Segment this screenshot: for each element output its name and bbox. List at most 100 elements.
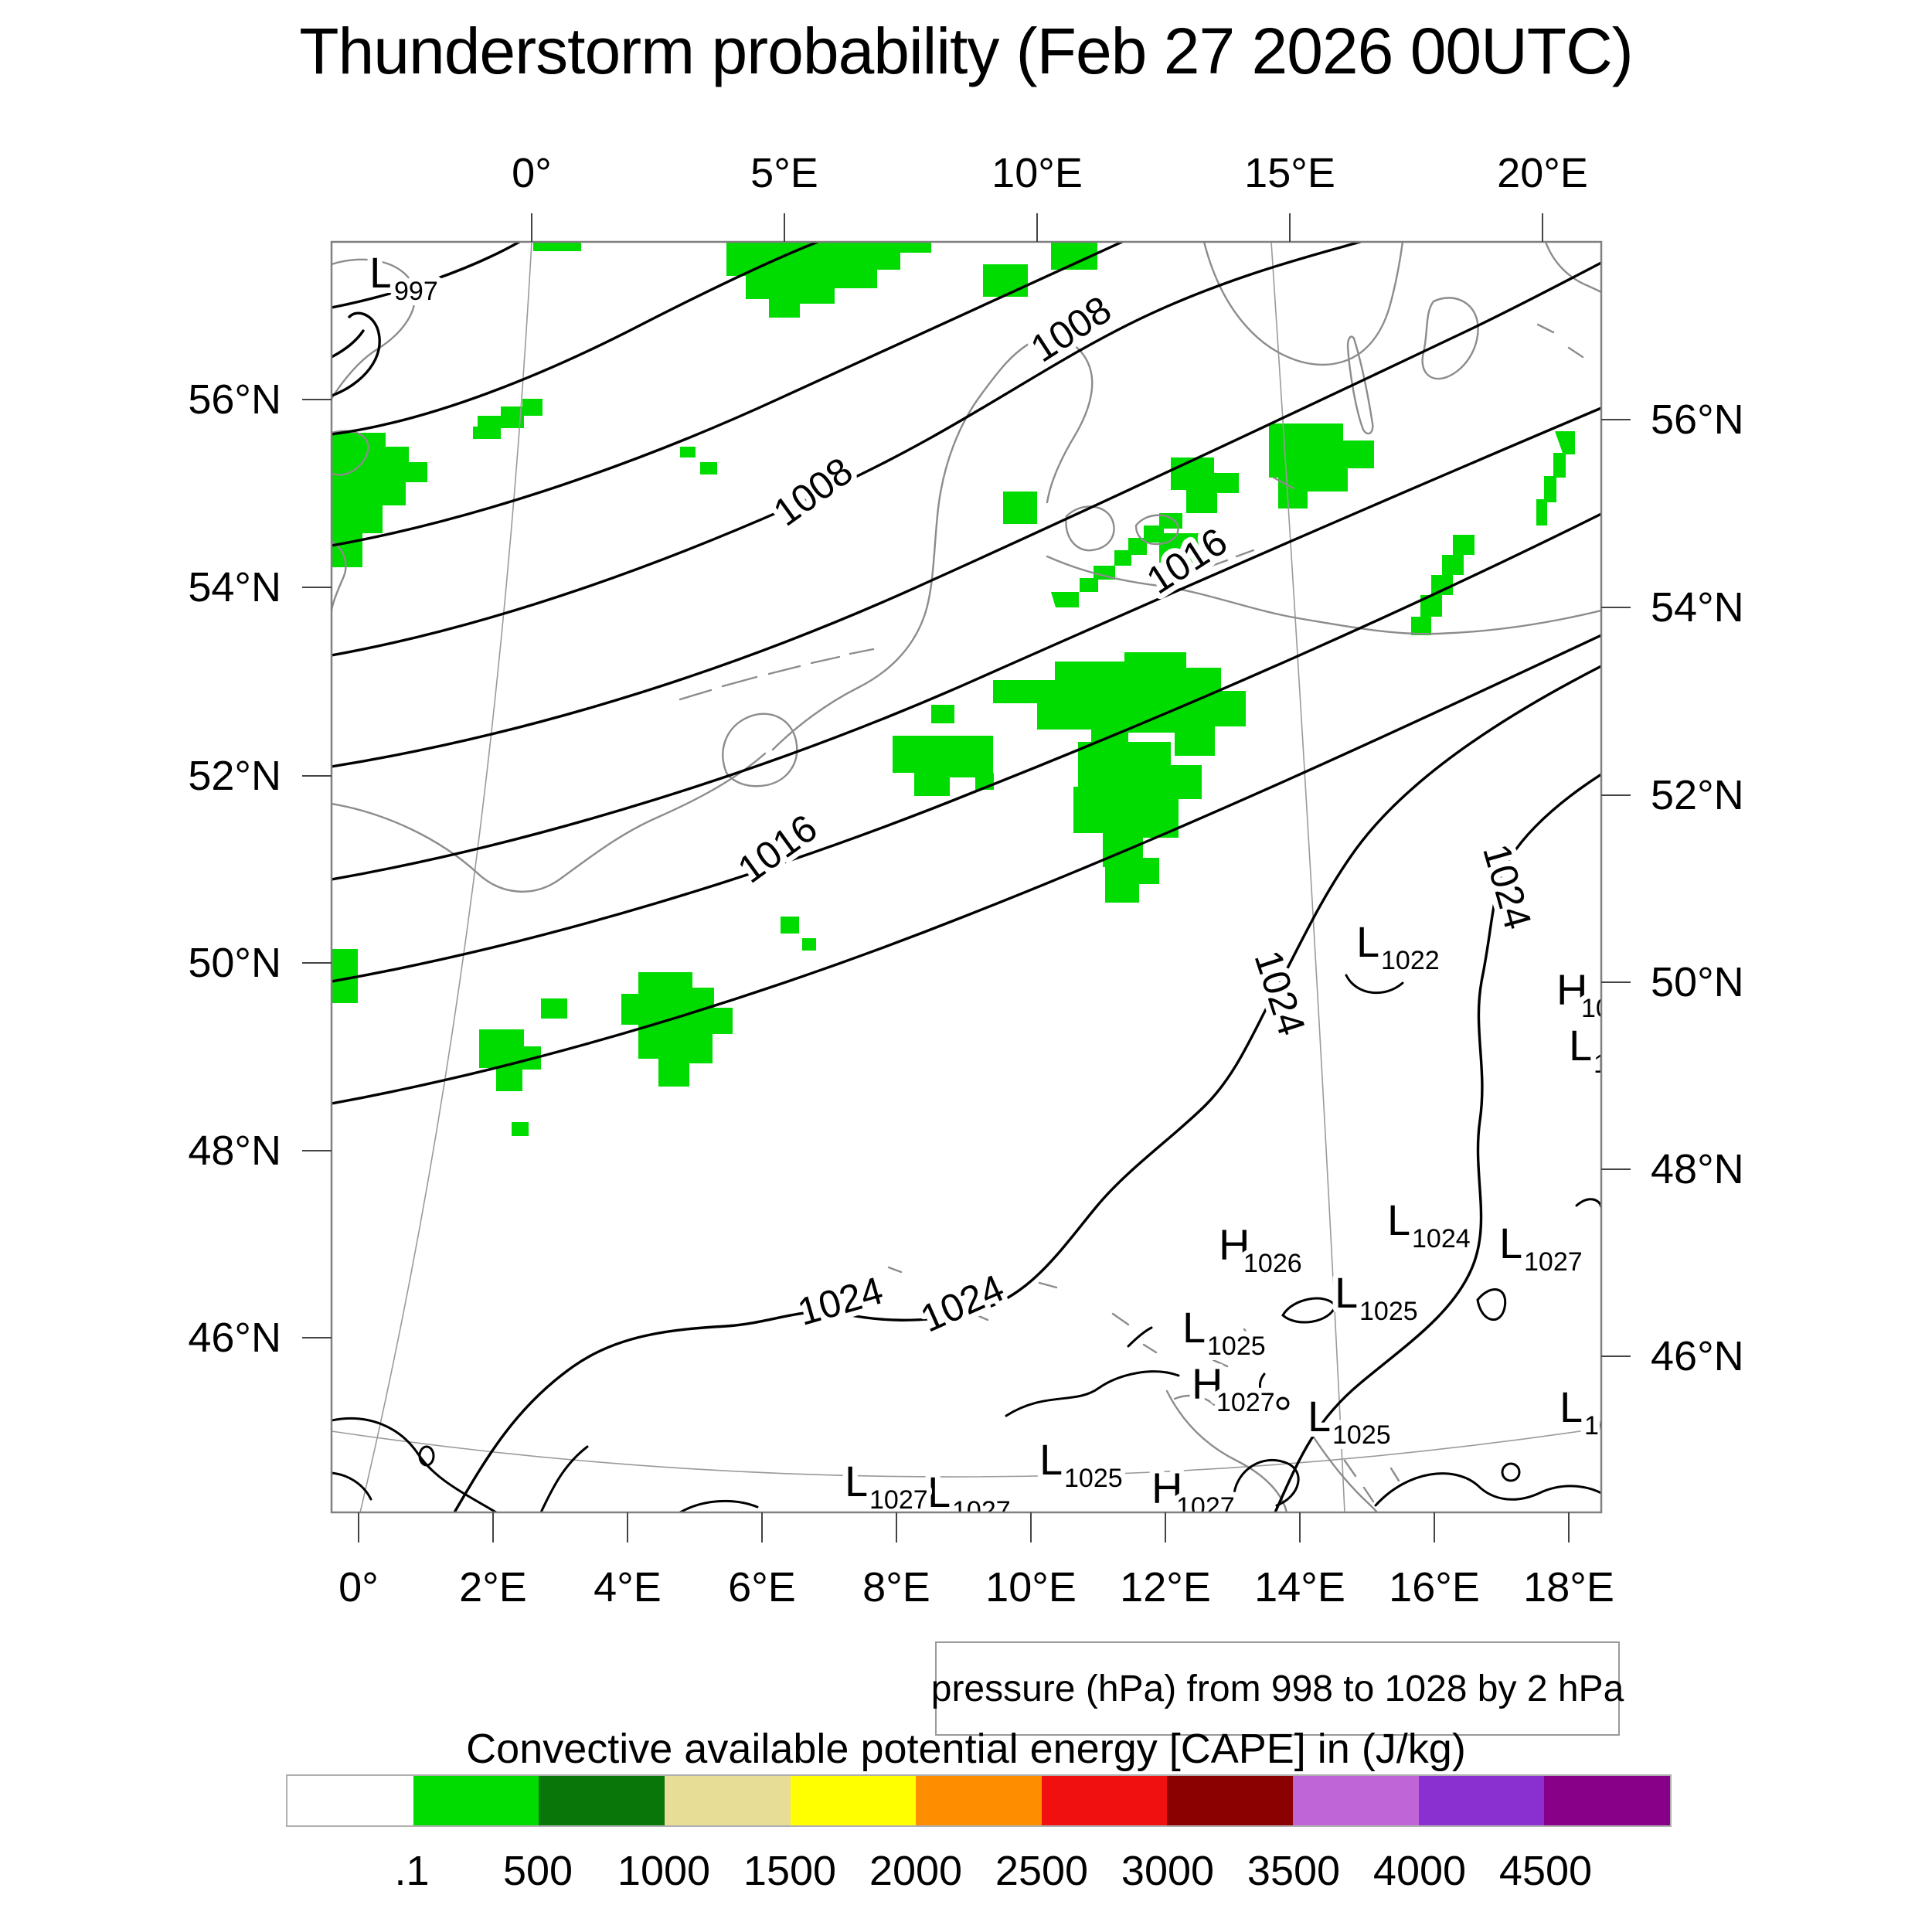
pressure-caption-box: pressure (hPa) from 998 to 1028 by 2 hPa: [931, 1641, 1624, 1736]
pressure-caption-text: pressure (hPa) from 998 to 1028 by 2 hPa: [930, 1668, 1624, 1709]
meridian-0E: [359, 242, 532, 1512]
pressure-extremum-letter: H: [1192, 1359, 1223, 1408]
cape-scale-label: 2500: [995, 1848, 1089, 1894]
tick-label: 46°N: [188, 1315, 281, 1361]
isobar-value-label: 1024: [1475, 839, 1539, 934]
cape-colorbar-labels: .1 500 1000 1500 2000 2500 3000 3500 4000 4500: [286, 1847, 1672, 1894]
pressure-extremum-letter: L: [1499, 1219, 1523, 1267]
tick-label: 52°N: [188, 753, 281, 799]
pressure-extremum-value: 1025: [1064, 1464, 1123, 1493]
tick-label: 10°E: [985, 1564, 1077, 1611]
cape-scale-label: 500: [502, 1848, 573, 1894]
isobar-value-label: 1008: [1023, 287, 1119, 371]
cape-scale-label: 1500: [743, 1848, 837, 1894]
axis-left: 56°N 54°N 52°N 50°N 48°N 46°N: [188, 376, 281, 1361]
cape-color-cell-2: [539, 1776, 665, 1825]
cape-scale-label: .1: [394, 1848, 430, 1894]
axis-top: 0° 5°E 10°E 15°E 20°E: [512, 150, 1588, 196]
cape-color-cell-7: [1167, 1776, 1294, 1825]
pressure-extremum-value: 1025: [1207, 1332, 1266, 1361]
pressure-extremum-letter: L: [1182, 1303, 1206, 1352]
pressure-extremum-value: 1026: [1243, 1249, 1302, 1278]
cape-colorbar: [286, 1774, 1672, 1827]
tick-label: 6°E: [728, 1564, 796, 1611]
cape-scale-label: 4500: [1498, 1848, 1593, 1894]
cape-scale-label: 4000: [1372, 1848, 1467, 1894]
tick-label: 5°E: [750, 150, 818, 196]
cape-color-cell-4: [790, 1776, 917, 1825]
pressure-extremum-letter: L: [927, 1468, 951, 1516]
axis-right: 56°N 54°N 52°N 50°N 48°N 46°N: [1651, 396, 1744, 1379]
pressure-extremum-value: 1022: [1381, 946, 1440, 975]
tick-label: 50°N: [188, 940, 281, 986]
tick-label: 16°E: [1389, 1564, 1480, 1611]
tick-label: 54°N: [1651, 584, 1744, 631]
pressure-extremum-value: 997: [394, 277, 438, 306]
pressure-extremum-letter: L: [1356, 917, 1380, 966]
parallel-45N: [332, 1427, 1601, 1478]
tick-label: 48°N: [1651, 1146, 1744, 1192]
pressure-extremum-letter: H: [1556, 965, 1587, 1014]
pressure-extremum-value: 1027: [1216, 1388, 1275, 1417]
tick-label: 2°E: [459, 1564, 527, 1611]
pressure-extremum-letter: L: [1308, 1392, 1332, 1440]
tick-label: 4°E: [594, 1564, 662, 1611]
pressure-extremum-value: 1027: [869, 1485, 928, 1515]
pressure-extremum-value: 1024: [1412, 1224, 1471, 1253]
isobar-value-label: 1024: [914, 1266, 1010, 1340]
tick-label: 0°: [512, 150, 552, 196]
pressure-extremum-value: 1025: [1332, 1420, 1391, 1450]
tick-label: 0°: [338, 1564, 379, 1611]
cape-color-cell-1: [413, 1776, 539, 1825]
tick-label: 54°N: [188, 564, 281, 611]
tick-label: 14°E: [1254, 1564, 1345, 1611]
tick-label: 46°N: [1651, 1333, 1744, 1379]
pressure-extremum-letter: L: [845, 1457, 869, 1505]
cape-color-cell-9: [1418, 1776, 1545, 1825]
pressure-extremum-value: 102: [1584, 1411, 1628, 1440]
cape-color-cell-8: [1293, 1776, 1419, 1825]
pressure-extremum-letter: L: [1569, 1021, 1593, 1070]
pressure-extremum-value: 10: [1581, 994, 1611, 1023]
tick-label: 10°E: [992, 150, 1083, 196]
pressure-extremum-letter: H: [1219, 1220, 1250, 1269]
tick-label: 56°N: [1651, 396, 1744, 443]
tick-label: 20°E: [1497, 150, 1588, 196]
cape-color-cell-6: [1041, 1776, 1168, 1825]
cape-scale-label: 1000: [617, 1848, 711, 1894]
pressure-extremum-value: 1027: [952, 1496, 1011, 1526]
tick-label: 18°E: [1523, 1564, 1614, 1611]
pressure-extremum-letter: L: [1387, 1196, 1411, 1244]
tick-label: 15°E: [1244, 150, 1335, 196]
cape-scale-label: 2000: [869, 1848, 963, 1894]
cape-shading-green: [332, 242, 1575, 1136]
isobar-value-label: 1024: [793, 1268, 887, 1333]
tick-label: 52°N: [1651, 772, 1744, 818]
axis-ticks: [302, 213, 1631, 1543]
pressure-extremum-letter: L: [1039, 1435, 1063, 1484]
cape-scale-label: 3000: [1121, 1848, 1215, 1894]
cape-color-cell-5: [916, 1776, 1042, 1825]
pressure-extremum-value: 1027: [1524, 1247, 1583, 1277]
cape-color-cell-0: [287, 1776, 413, 1825]
pressure-extremum-letter: H: [1151, 1464, 1182, 1512]
cape-color-cell-10: [1544, 1776, 1671, 1825]
map-border: [330, 240, 1603, 1514]
legend-title: Convective available potential energy [C…: [466, 1726, 1466, 1772]
axis-bottom: 0° 2°E 4°E 6°E 8°E 10°E 12°E 14°E 16°E 1…: [338, 1564, 1614, 1611]
pressure-extremum-value: 1027: [1176, 1492, 1235, 1522]
isobar-value-label: 1016: [730, 806, 825, 892]
pressure-extremum-letter: L: [1560, 1383, 1583, 1431]
isobar-value-label: 1008: [766, 449, 861, 535]
tick-label: 48°N: [188, 1128, 281, 1174]
cape-scale-label: 3500: [1247, 1848, 1341, 1894]
tick-label: 12°E: [1120, 1564, 1211, 1611]
tick-label: 56°N: [188, 376, 281, 423]
pressure-extremum-letter: L: [1335, 1268, 1359, 1317]
page-title: Thunderstorm probability (Feb 27 2026 00…: [299, 15, 1634, 87]
pressure-extremum-letter: L: [369, 248, 393, 297]
tick-label: 8°E: [862, 1564, 930, 1611]
